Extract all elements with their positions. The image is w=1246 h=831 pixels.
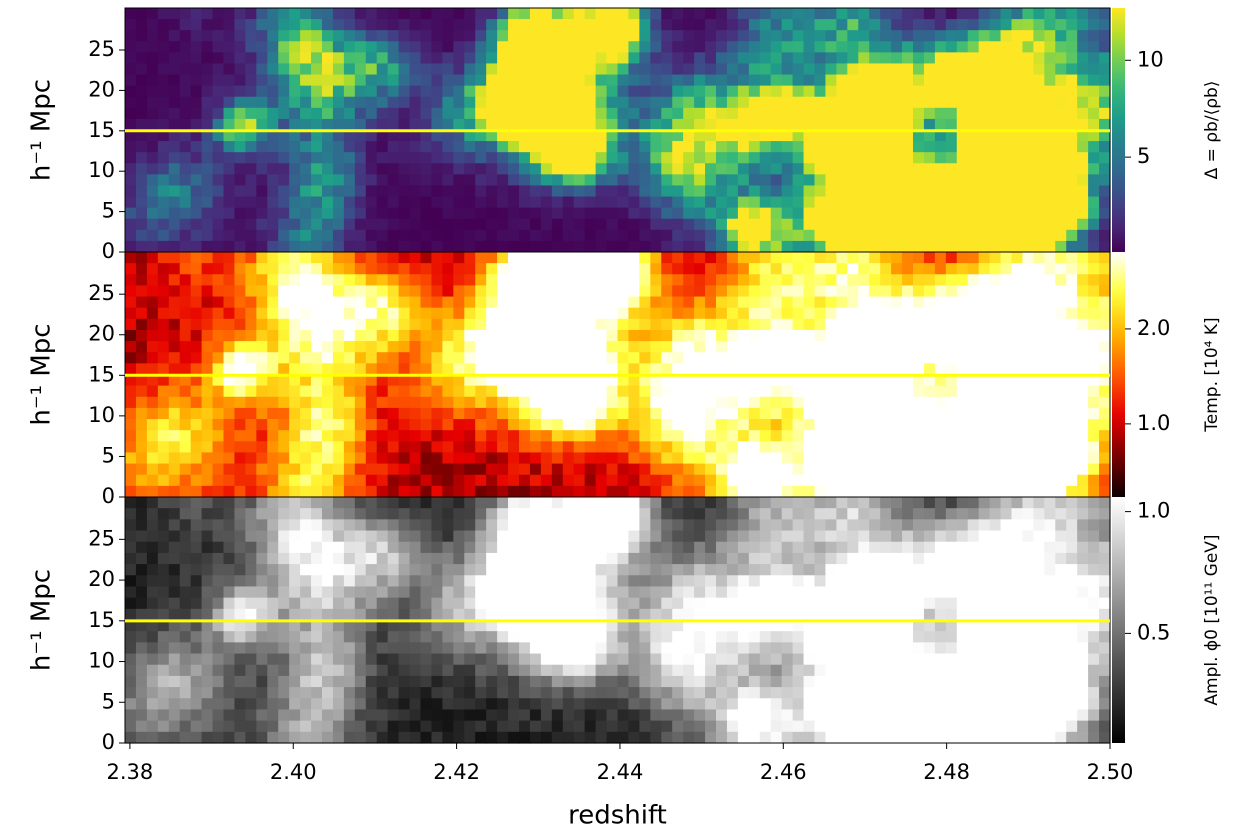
colorbar [1112,497,1125,743]
colorbar-tick-label: 1.0 [1137,499,1170,523]
y-tick-label: 20 [88,322,115,346]
x-tick-label: 2.46 [760,760,807,784]
colorbar-tick-label: 0.5 [1137,620,1170,644]
heatmap [125,497,1111,744]
colorbar-label: Ampl. ϕ0 [10¹¹ GeV] [1202,534,1222,705]
y-tick-label: 15 [88,608,115,632]
y-tick-label: 10 [88,649,115,673]
x-tick-label: 2.38 [107,760,154,784]
y-tick-label: 15 [88,362,115,386]
colorbar [1112,252,1125,497]
heatmap [125,8,1111,253]
y-tick-label: 0 [102,484,115,508]
y-tick-label: 15 [88,118,115,142]
heatmap [125,252,1111,498]
colorbar-label: Temp. [10⁴ K] [1202,317,1222,432]
colorbar-tick-label: 1.0 [1137,411,1170,435]
y-tick-label: 5 [102,689,115,713]
y-tick-label: 25 [88,37,115,61]
y-tick-label: 5 [102,443,115,467]
y-tick-label: 20 [88,567,115,591]
y-axis-label: h⁻¹ Mpc [27,323,57,425]
y-tick-label: 5 [102,199,115,223]
colorbar [1112,8,1125,252]
x-tick-label: 2.42 [433,760,480,784]
y-tick-label: 25 [88,281,115,305]
y-tick-label: 10 [88,158,115,182]
colorbar-tick-label: 5 [1137,144,1150,168]
y-tick-label: 10 [88,403,115,427]
colorbar-label: Δ = ρb/⟨ρb⟩ [1202,81,1222,180]
y-tick-label: 0 [102,239,115,263]
y-tick-label: 25 [88,526,115,550]
y-tick-label: 0 [102,730,115,754]
x-tick-label: 2.44 [597,760,644,784]
x-axis-label: redshift [568,801,667,831]
x-tick-label: 2.50 [1087,760,1134,784]
x-tick-label: 2.40 [270,760,317,784]
colorbar-tick-label: 10 [1137,47,1164,71]
y-tick-label: 20 [88,77,115,101]
x-tick-label: 2.48 [923,760,970,784]
y-axis-label: h⁻¹ Mpc [27,79,57,181]
colorbar-tick-label: 2.0 [1137,316,1170,340]
y-axis-label: h⁻¹ Mpc [27,569,57,671]
